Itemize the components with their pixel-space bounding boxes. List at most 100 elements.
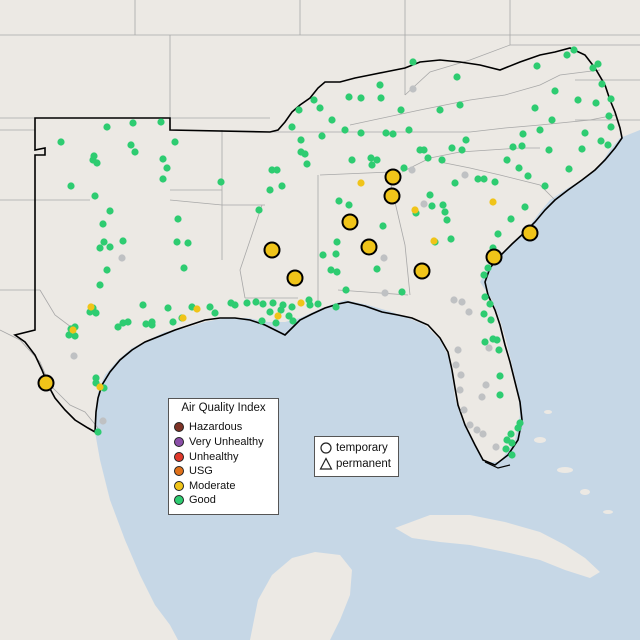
type-legend-item-temporary[interactable]: temporary — [319, 440, 388, 456]
monitor-marker[interactable] — [90, 152, 98, 160]
monitor-marker[interactable] — [487, 316, 495, 324]
monitor-marker[interactable] — [273, 166, 281, 174]
monitor-marker[interactable] — [289, 317, 297, 325]
monitor-marker[interactable] — [439, 201, 447, 209]
monitor-marker[interactable] — [524, 172, 532, 180]
monitor-marker[interactable] — [103, 123, 111, 131]
monitor-marker[interactable] — [119, 319, 127, 327]
monitor-marker[interactable] — [453, 73, 461, 81]
monitor-marker[interactable] — [519, 130, 527, 138]
monitor-marker[interactable] — [545, 146, 553, 154]
monitor-marker[interactable] — [57, 138, 65, 146]
monitor-marker[interactable] — [480, 271, 488, 279]
monitor-marker[interactable] — [478, 393, 486, 401]
monitor-marker[interactable] — [454, 346, 462, 354]
monitor-marker[interactable] — [495, 346, 503, 354]
monitor-marker[interactable] — [481, 293, 489, 301]
monitor-marker[interactable] — [502, 445, 510, 453]
monitor-marker[interactable] — [491, 178, 499, 186]
monitor-marker[interactable] — [373, 265, 381, 273]
monitor-marker[interactable] — [507, 430, 515, 438]
monitor-marker[interactable] — [127, 141, 135, 149]
monitor-marker[interactable] — [509, 143, 517, 151]
monitor-marker[interactable] — [332, 250, 340, 258]
monitor-marker[interactable] — [131, 148, 139, 156]
monitor-marker[interactable] — [174, 215, 182, 223]
monitor-marker[interactable] — [405, 126, 413, 134]
monitor-marker[interactable] — [345, 93, 353, 101]
monitor-marker[interactable] — [288, 123, 296, 131]
monitor-marker[interactable] — [389, 130, 397, 138]
monitor-marker[interactable] — [548, 116, 556, 124]
monitor-marker[interactable] — [333, 268, 341, 276]
monitor-marker[interactable] — [142, 320, 150, 328]
monitor-marker[interactable] — [164, 304, 172, 312]
monitor-marker[interactable] — [179, 314, 187, 322]
monitor-marker[interactable] — [367, 154, 375, 162]
monitor-marker[interactable] — [266, 186, 274, 194]
monitor-marker[interactable] — [521, 203, 529, 211]
monitor-marker[interactable] — [381, 289, 389, 297]
monitor-marker[interactable] — [551, 87, 559, 95]
monitor-marker[interactable] — [106, 243, 114, 251]
monitor-marker[interactable] — [460, 406, 468, 414]
monitor-marker[interactable] — [565, 165, 573, 173]
monitor-marker[interactable] — [139, 301, 147, 309]
monitor-marker[interactable] — [69, 326, 77, 334]
monitor-marker[interactable] — [451, 179, 459, 187]
monitor-marker[interactable] — [484, 264, 492, 272]
monitor-marker[interactable] — [96, 281, 104, 289]
type-legend-item-permanent[interactable]: permanent — [319, 456, 391, 472]
monitor-marker[interactable] — [400, 164, 408, 172]
monitor-marker[interactable] — [438, 156, 446, 164]
monitor-marker[interactable] — [345, 201, 353, 209]
temporary-monitor-marker[interactable] — [485, 248, 503, 266]
monitor-marker[interactable] — [605, 112, 613, 120]
monitor-marker[interactable] — [441, 208, 449, 216]
monitor-marker[interactable] — [243, 299, 251, 307]
monitor-marker[interactable] — [100, 238, 108, 246]
monitor-marker[interactable] — [466, 421, 474, 429]
monitor-marker[interactable] — [489, 198, 497, 206]
monitor-marker[interactable] — [180, 264, 188, 272]
monitor-marker[interactable] — [169, 318, 177, 326]
temporary-monitor-marker[interactable] — [413, 262, 431, 280]
monitor-marker[interactable] — [159, 175, 167, 183]
monitor-marker[interactable] — [377, 94, 385, 102]
monitor-marker[interactable] — [71, 332, 79, 340]
aqi-legend-item-good[interactable]: Good — [174, 493, 216, 507]
monitor-marker[interactable] — [420, 200, 428, 208]
monitor-marker[interactable] — [357, 129, 365, 137]
aqi-legend-item-moderate[interactable]: Moderate — [174, 479, 235, 493]
monitor-marker[interactable] — [570, 46, 578, 54]
monitor-marker[interactable] — [301, 150, 309, 158]
monitor-marker[interactable] — [65, 331, 73, 339]
monitor-marker[interactable] — [272, 319, 280, 327]
monitor-marker[interactable] — [456, 386, 464, 394]
monitor-marker[interactable] — [452, 361, 460, 369]
monitor-marker[interactable] — [450, 296, 458, 304]
monitor-marker[interactable] — [303, 160, 311, 168]
monitor-marker[interactable] — [119, 237, 127, 245]
monitor-marker[interactable] — [227, 299, 235, 307]
monitor-marker[interactable] — [533, 62, 541, 70]
monitor-marker[interactable] — [436, 106, 444, 114]
monitor-marker[interactable] — [206, 303, 214, 311]
monitor-marker[interactable] — [288, 303, 296, 311]
monitor-marker[interactable] — [420, 146, 428, 154]
monitor-marker[interactable] — [409, 85, 417, 93]
monitor-marker[interactable] — [96, 383, 104, 391]
monitor-marker[interactable] — [607, 123, 615, 131]
monitor-marker[interactable] — [514, 424, 522, 432]
monitor-marker[interactable] — [589, 64, 597, 72]
monitor-marker[interactable] — [592, 99, 600, 107]
monitor-marker[interactable] — [157, 118, 165, 126]
monitor-marker[interactable] — [274, 312, 282, 320]
monitor-marker[interactable] — [193, 305, 201, 313]
monitor-marker[interactable] — [461, 171, 469, 179]
monitor-marker[interactable] — [607, 95, 615, 103]
monitor-marker[interactable] — [357, 94, 365, 102]
monitor-marker[interactable] — [94, 428, 102, 436]
monitor-marker[interactable] — [91, 192, 99, 200]
